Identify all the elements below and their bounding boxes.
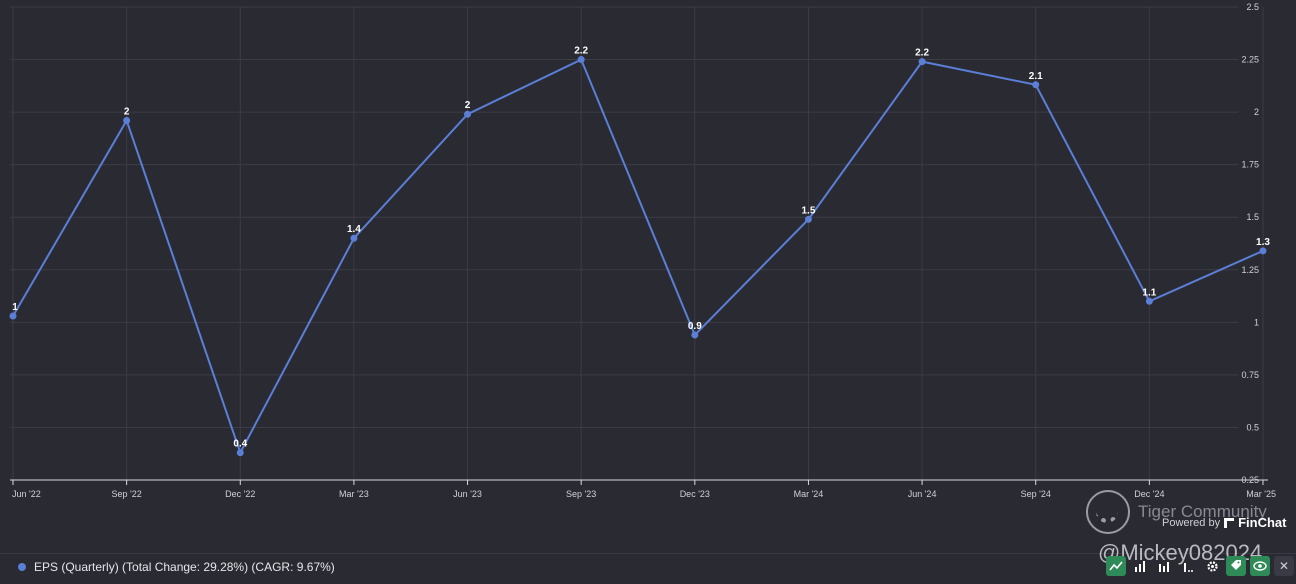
more-icon[interactable] (1178, 556, 1198, 576)
y-tick-label: 1.75 (1241, 160, 1259, 170)
tag-icon[interactable] (1226, 556, 1246, 576)
data-label: 1 (12, 302, 18, 313)
data-point[interactable] (236, 449, 244, 457)
x-tick-label: Jun '22 (12, 489, 41, 499)
x-tick-label: Sep '22 (112, 489, 142, 499)
data-point[interactable] (577, 56, 585, 64)
grid-lines (10, 6, 1264, 481)
data-point[interactable] (9, 312, 17, 320)
y-tick-label: 2.5 (1246, 2, 1259, 12)
brand-name: FinChat (1238, 515, 1287, 530)
finchat-logo-icon (1224, 517, 1235, 528)
x-tick-label: Mar '23 (339, 489, 369, 499)
powered-by: Powered by FinChat (1162, 515, 1286, 530)
y-tick-label: 2 (1254, 107, 1259, 117)
x-tick-label: Mar '25 (1246, 489, 1276, 499)
data-point[interactable] (123, 117, 131, 125)
legend[interactable]: EPS (Quarterly) (Total Change: 29.28%) (… (18, 560, 335, 574)
data-label: 0.9 (688, 321, 702, 332)
bar-chart-icon[interactable] (1130, 556, 1150, 576)
y-tick-label: 1 (1254, 317, 1259, 327)
chart-toolbar: ✕ (1106, 556, 1294, 576)
legend-marker (18, 563, 26, 571)
data-label: 0.4 (233, 439, 247, 450)
watermark-community: Tiger Community (1138, 502, 1267, 521)
legend-separator (0, 553, 1296, 554)
data-point[interactable] (464, 110, 472, 118)
data-point[interactable] (918, 58, 926, 66)
data-point[interactable] (691, 331, 699, 339)
data-label: 2.2 (574, 46, 588, 57)
tiger-logo-icon (1086, 490, 1130, 534)
stacked-bar-icon[interactable] (1154, 556, 1174, 576)
y-tick-label: 0.75 (1241, 370, 1259, 380)
data-label: 1.5 (802, 205, 816, 216)
y-tick-label: 1.5 (1246, 212, 1259, 222)
series-line (12, 58, 1264, 456)
y-tick-label: 0.5 (1246, 422, 1259, 432)
data-labels: 1 2 0.4 1.4 2 2.2 0.9 1.5 2.2 2.1 1.1 1.3 (12, 46, 1270, 450)
x-tick-label: Sep '24 (1021, 489, 1051, 499)
data-label: 1.1 (1142, 287, 1156, 298)
data-label: 1.4 (347, 224, 361, 235)
eye-icon[interactable] (1250, 556, 1270, 576)
gear-icon[interactable] (1202, 556, 1222, 576)
legend-label[interactable]: EPS (Quarterly) (Total Change: 29.28%) (… (34, 560, 335, 574)
data-point[interactable] (1259, 247, 1267, 255)
powered-by-text: Powered by (1162, 516, 1221, 529)
data-label: 2.1 (1029, 71, 1043, 82)
x-tick-label: Dec '22 (225, 489, 255, 499)
data-point[interactable] (1145, 297, 1153, 305)
x-tick-label: Mar '24 (794, 489, 824, 499)
close-icon[interactable]: ✕ (1274, 556, 1294, 576)
x-axis-ticks: Jun '22 Sep '22 Dec '22 Mar '23 Jun '23 Sep '… (12, 480, 1276, 499)
data-point[interactable] (804, 215, 812, 223)
y-tick-label: 1.25 (1241, 265, 1259, 275)
series-eps (9, 56, 1267, 457)
x-tick-label: Sep '23 (566, 489, 596, 499)
line-chart-icon[interactable] (1106, 556, 1126, 576)
data-point[interactable] (1032, 81, 1040, 89)
data-label: 2.2 (915, 48, 929, 59)
data-label: 2 (124, 107, 130, 118)
x-tick-label: Dec '24 (1134, 489, 1164, 499)
data-label: 2 (465, 100, 471, 111)
y-tick-label: 2.25 (1241, 55, 1259, 65)
x-tick-label: Jun '24 (908, 489, 937, 499)
x-tick-label: Dec '23 (680, 489, 710, 499)
data-label: 1.3 (1256, 237, 1270, 248)
data-point[interactable] (350, 234, 358, 242)
x-tick-label: Jun '23 (453, 489, 482, 499)
